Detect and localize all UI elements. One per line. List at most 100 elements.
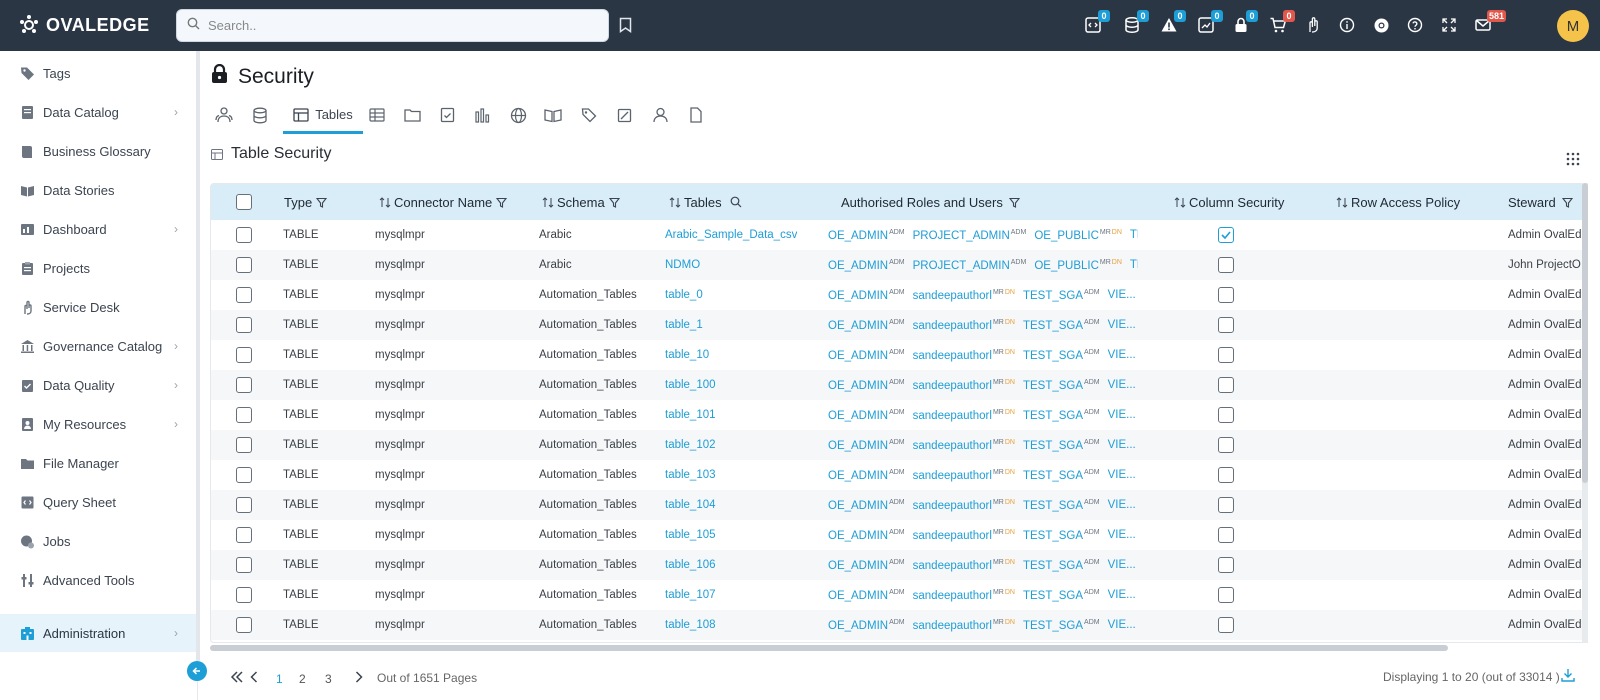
- column-security-checkbox[interactable]: [1218, 287, 1234, 303]
- role-link[interactable]: OE_ADMINADM: [828, 558, 905, 572]
- role-link[interactable]: sandeepauthorlMRDN: [912, 408, 1015, 422]
- sidebar-item-service-desk[interactable]: Service Desk: [0, 288, 196, 326]
- row-checkbox[interactable]: [236, 437, 252, 453]
- select-all-checkbox[interactable]: [236, 184, 252, 220]
- page-2[interactable]: 2: [299, 672, 306, 686]
- cell-table-link[interactable]: table_106: [665, 559, 716, 571]
- table-row[interactable]: TABLE mysqlmpr Automation_Tables table_1…: [211, 430, 1587, 460]
- column-security-checkbox[interactable]: [1218, 437, 1234, 453]
- table-row[interactable]: TABLE mysqlmpr Automation_Tables table_1…: [211, 370, 1587, 400]
- lock-icon[interactable]: 0: [1228, 10, 1258, 38]
- column-security-checkbox[interactable]: [1218, 587, 1234, 603]
- sidebar-item-query-sheet[interactable]: Query Sheet: [0, 483, 196, 521]
- column-security-checkbox[interactable]: [1218, 227, 1234, 243]
- column-security-checkbox[interactable]: [1218, 467, 1234, 483]
- sidebar-item-data-quality[interactable]: Data Quality ›: [0, 366, 196, 404]
- cell-table-link[interactable]: NDMO: [665, 259, 701, 271]
- role-link-more[interactable]: VIE...: [1107, 439, 1136, 451]
- sort-icon[interactable]: [542, 196, 554, 208]
- tab-queries[interactable]: [612, 98, 636, 132]
- cell-table-link[interactable]: table_101: [665, 409, 716, 421]
- tab-users[interactable]: [648, 98, 672, 132]
- tab-tags[interactable]: [577, 98, 601, 132]
- row-checkbox[interactable]: [236, 347, 252, 363]
- role-link[interactable]: OE_ADMINADM: [828, 468, 905, 482]
- column-tables[interactable]: Tables: [669, 184, 742, 220]
- table-row[interactable]: TABLE mysqlmpr Automation_Tables table_1…: [211, 550, 1587, 580]
- column-row-access-policy[interactable]: Row Access Policy: [1336, 184, 1460, 220]
- cell-table-link[interactable]: table_104: [665, 499, 716, 511]
- row-checkbox[interactable]: [236, 257, 252, 273]
- info-icon[interactable]: [1334, 12, 1360, 38]
- sort-icon[interactable]: [1336, 196, 1348, 208]
- column-steward[interactable]: Steward: [1508, 184, 1573, 220]
- sidebar-item-administration[interactable]: Administration ›: [0, 614, 196, 652]
- tab-databases[interactable]: [248, 98, 272, 132]
- hand-icon[interactable]: [1300, 12, 1326, 38]
- table-row[interactable]: TABLE mysqlmpr Automation_Tables table_1…: [211, 400, 1587, 430]
- checkbox[interactable]: [236, 194, 252, 210]
- role-link[interactable]: TEST_SGAADM: [1022, 378, 1100, 392]
- table-row[interactable]: TABLE mysqlmpr Automation_Tables table_0…: [211, 280, 1587, 310]
- sidebar-item-governance-catalog[interactable]: Governance Catalog ›: [0, 327, 196, 365]
- cell-table-link[interactable]: table_107: [665, 589, 716, 601]
- role-link[interactable]: OE_ADMINADM: [828, 288, 905, 302]
- sidebar-scrollbar[interactable]: [196, 51, 200, 661]
- chrome-icon[interactable]: [1368, 12, 1394, 38]
- tab-documents[interactable]: [684, 98, 708, 132]
- sidebar-item-tags[interactable]: Tags: [0, 54, 196, 92]
- column-authorised-roles[interactable]: Authorised Roles and Users: [841, 184, 1020, 220]
- column-security-checkbox[interactable]: [1218, 347, 1234, 363]
- role-link-more[interactable]: VIE...: [1107, 589, 1136, 601]
- role-link[interactable]: sandeepauthorlMRDN: [912, 378, 1015, 392]
- grid-menu-icon[interactable]: [1566, 152, 1580, 171]
- row-checkbox[interactable]: [236, 377, 252, 393]
- column-column-security[interactable]: Column Security: [1174, 184, 1284, 220]
- role-link[interactable]: sandeepauthorlMRDN: [912, 288, 1015, 302]
- sidebar-item-data-catalog[interactable]: Data Catalog ›: [0, 93, 196, 131]
- tab-files[interactable]: [400, 98, 424, 132]
- role-link-more[interactable]: VIE...: [1107, 619, 1136, 631]
- role-link-more[interactable]: VIE...: [1107, 499, 1136, 511]
- column-security-checkbox[interactable]: [1218, 497, 1234, 513]
- expand-icon[interactable]: [1436, 12, 1462, 38]
- role-link-more[interactable]: VIE...: [1107, 349, 1136, 361]
- cell-table-link[interactable]: Arabic_Sample_Data_csv: [665, 229, 798, 241]
- role-link[interactable]: TEST_SGAADM: [1022, 288, 1100, 302]
- row-checkbox[interactable]: [236, 587, 252, 603]
- row-checkbox[interactable]: [236, 497, 252, 513]
- role-link[interactable]: OE_ADMINADM: [828, 378, 905, 392]
- sidebar-item-business-glossary[interactable]: Business Glossary: [0, 132, 196, 170]
- tab-tables[interactable]: Tables: [283, 98, 363, 134]
- table-row[interactable]: TABLE mysqlmpr Arabic NDMO OE_ADMINADM P…: [211, 250, 1587, 280]
- role-link[interactable]: OE_ADMINADM: [828, 588, 905, 602]
- row-checkbox[interactable]: [236, 527, 252, 543]
- row-checkbox[interactable]: [236, 227, 252, 243]
- filter-icon[interactable]: [496, 197, 508, 208]
- role-link[interactable]: TEST_SGAADM: [1022, 438, 1100, 452]
- role-link-more[interactable]: VIE...: [1107, 379, 1136, 391]
- table-row[interactable]: TABLE mysqlmpr Automation_Tables table_1…: [211, 490, 1587, 520]
- table-row[interactable]: TABLE mysqlmpr Automation_Tables table_1…: [211, 460, 1587, 490]
- filter-icon[interactable]: [1008, 197, 1020, 208]
- logo[interactable]: OVALEDGE: [18, 13, 150, 37]
- search-box[interactable]: [176, 9, 609, 42]
- cart-icon[interactable]: 0: [1265, 10, 1295, 38]
- role-link[interactable]: OE_ADMINADM: [828, 348, 905, 362]
- table-row[interactable]: TABLE mysqlmpr Automation_Tables table_1…: [211, 580, 1587, 610]
- horizontal-scrollbar[interactable]: [210, 645, 1448, 651]
- role-link[interactable]: sandeepauthorlMRDN: [912, 348, 1015, 362]
- role-link[interactable]: OE_ADMINADM: [828, 498, 905, 512]
- role-link[interactable]: sandeepauthorlMRDN: [912, 588, 1015, 602]
- role-link[interactable]: TEST_SGAADM: [1022, 348, 1100, 362]
- prev-page-icon[interactable]: [250, 671, 258, 686]
- table-row[interactable]: TABLE mysqlmpr Automation_Tables table_1…: [211, 610, 1587, 640]
- cell-table-link[interactable]: table_105: [665, 529, 716, 541]
- role-link[interactable]: TEST_SGAADM: [1022, 318, 1100, 332]
- sort-icon[interactable]: [1174, 196, 1186, 208]
- column-security-checkbox[interactable]: [1218, 557, 1234, 573]
- filter-icon[interactable]: [608, 197, 620, 208]
- role-link[interactable]: TEST_SGAADM: [1022, 498, 1100, 512]
- role-link[interactable]: TEST_SGAADM: [1022, 588, 1100, 602]
- role-link[interactable]: OE_ADMINADM: [828, 258, 905, 272]
